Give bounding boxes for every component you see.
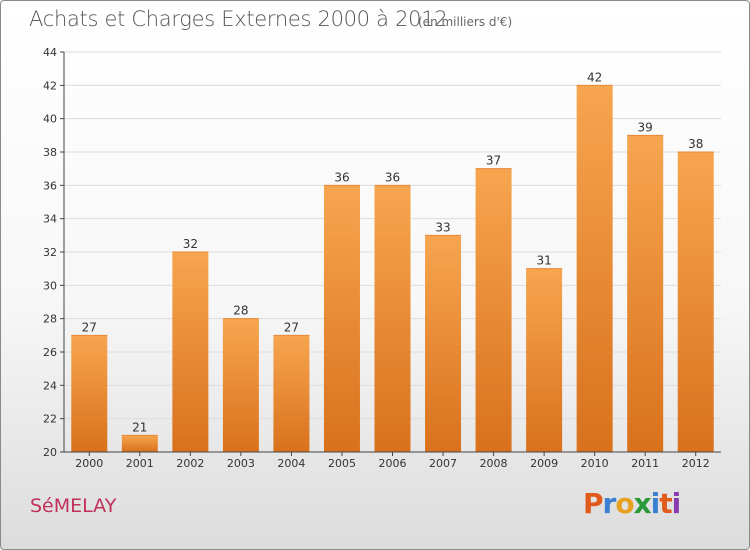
value-label: 42	[587, 70, 602, 84]
value-label: 27	[284, 320, 299, 334]
logo-letter: o	[615, 487, 634, 520]
y-tick-label: 32	[43, 246, 57, 259]
logo-letter: r	[602, 487, 617, 520]
bar	[71, 335, 108, 452]
x-tick-label: 2002	[176, 457, 204, 470]
bar	[576, 85, 613, 452]
logo-letter: i	[650, 487, 661, 520]
y-tick-label: 42	[43, 79, 57, 92]
y-tick-label: 38	[43, 146, 57, 159]
value-label: 33	[435, 220, 450, 234]
y-tick-label: 28	[43, 313, 57, 326]
bar	[273, 335, 310, 452]
bar	[121, 435, 158, 452]
logo-letter: i	[671, 487, 682, 520]
bar	[425, 235, 462, 452]
x-tick-label: 2012	[682, 457, 710, 470]
commune-name: SéMELAY	[30, 495, 117, 517]
x-tick-label: 2011	[631, 457, 659, 470]
x-tick-label: 2003	[227, 457, 255, 470]
x-tick-label: 2007	[429, 457, 457, 470]
value-label: 37	[486, 154, 501, 168]
value-label: 36	[385, 170, 400, 184]
bar	[222, 318, 259, 452]
proxiti-logo[interactable]: Proxiti	[583, 487, 682, 520]
bar	[627, 135, 664, 453]
y-tick-label: 36	[43, 179, 57, 192]
logo-letter: t	[659, 487, 672, 520]
value-label: 27	[82, 320, 97, 334]
logo-letter: P	[583, 487, 604, 520]
x-tick-label: 2001	[126, 457, 154, 470]
y-tick-label: 30	[43, 279, 57, 292]
x-tick-label: 2006	[379, 457, 407, 470]
x-tick-label: 2005	[328, 457, 356, 470]
bar	[526, 268, 563, 452]
bar	[323, 185, 360, 453]
value-label: 21	[132, 420, 147, 434]
y-tick-label: 22	[43, 413, 57, 426]
value-label: 31	[536, 254, 551, 268]
y-tick-label: 44	[43, 46, 57, 59]
value-label: 28	[233, 304, 248, 318]
x-tick-label: 2008	[480, 457, 508, 470]
value-label: 39	[638, 120, 653, 134]
bar	[475, 168, 512, 452]
chart-title: Achats et Charges Externes 2000 à 2012	[29, 7, 448, 31]
y-tick-label: 26	[43, 346, 57, 359]
logo-letter: x	[633, 487, 652, 520]
bar	[172, 252, 209, 452]
x-tick-label: 2004	[277, 457, 305, 470]
x-tick-label: 2000	[75, 457, 103, 470]
y-tick-label: 40	[43, 113, 57, 126]
x-tick-label: 2009	[530, 457, 558, 470]
value-label: 38	[688, 137, 703, 151]
value-label: 36	[334, 170, 349, 184]
y-tick-label: 20	[43, 446, 57, 459]
chart-subtitle: (en milliers d'€)	[418, 15, 513, 29]
y-tick-label: 24	[43, 379, 57, 392]
y-tick-label: 34	[43, 213, 57, 226]
value-label: 32	[183, 237, 198, 251]
x-tick-label: 2010	[581, 457, 609, 470]
bar	[677, 152, 714, 452]
bar	[374, 185, 411, 453]
